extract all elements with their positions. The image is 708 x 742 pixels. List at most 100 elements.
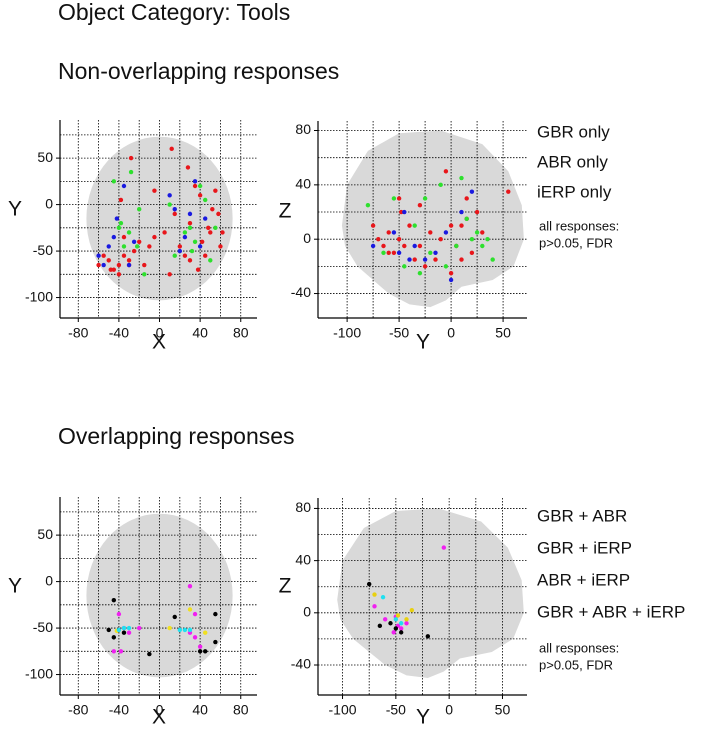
x-tick-label: 40 (192, 325, 208, 341)
data-point (412, 243, 417, 249)
data-point (108, 267, 113, 272)
data-point (187, 584, 193, 589)
x-tick-label: 50 (495, 325, 511, 341)
y-tick-label: 80 (295, 121, 311, 137)
data-point (126, 630, 132, 635)
data-point (438, 182, 443, 188)
data-point (106, 627, 111, 633)
data-point (216, 211, 221, 217)
data-point (152, 234, 157, 240)
data-point (370, 223, 376, 228)
data-point (365, 203, 371, 208)
data-point (474, 230, 480, 235)
x-axis-label: Y (416, 331, 430, 354)
data-point (220, 230, 225, 235)
data-point (376, 237, 381, 242)
data-point (111, 179, 117, 184)
y-tick-label: -50 (33, 619, 53, 635)
data-point (126, 262, 132, 268)
x-tick-label: 80 (233, 702, 249, 718)
data-point (128, 169, 134, 175)
data-point (210, 207, 215, 212)
data-point (187, 627, 193, 633)
data-point (372, 604, 377, 609)
annotation: p>0.05, FDR (539, 657, 613, 672)
data-point (425, 634, 431, 639)
data-point (469, 237, 475, 242)
data-point (386, 250, 391, 255)
data-point (111, 649, 117, 654)
y-tick-label: -50 (33, 242, 53, 258)
data-point (96, 253, 101, 258)
x-tick-label: 0 (445, 702, 453, 718)
data-point (464, 196, 469, 201)
data-point (377, 623, 383, 629)
legend-entry: GBR + ABR (537, 506, 627, 525)
data-point (366, 581, 372, 587)
data-point (101, 262, 106, 268)
data-point (169, 146, 174, 152)
data-point (396, 237, 402, 242)
x-tick-label: -100 (329, 702, 357, 718)
data-point (417, 270, 423, 276)
data-point (118, 220, 124, 226)
x-tick-label: -40 (109, 325, 129, 341)
data-point (111, 267, 117, 272)
brain-silhouette (337, 508, 524, 679)
data-point (443, 264, 449, 269)
data-point (396, 250, 402, 255)
data-point (197, 193, 203, 198)
data-point (121, 244, 127, 249)
annotation: all responses: (539, 640, 619, 655)
data-point (106, 244, 111, 249)
data-point (177, 627, 183, 633)
data-point (187, 220, 193, 226)
data-point (182, 253, 188, 258)
data-point (391, 196, 397, 201)
brain-silhouette (86, 513, 233, 678)
data-point (106, 258, 111, 263)
data-point (111, 234, 117, 240)
data-point (197, 244, 203, 249)
data-point (213, 225, 218, 231)
data-point (448, 223, 454, 228)
y-tick-label: 40 (295, 551, 311, 567)
x-tick-label: 0 (447, 325, 455, 341)
data-point (370, 243, 376, 249)
data-point (192, 239, 198, 244)
data-point (407, 257, 412, 262)
data-point (506, 189, 511, 194)
data-point (177, 248, 183, 254)
data-point (187, 258, 193, 263)
x-tick-label: 40 (192, 702, 208, 718)
data-point (116, 262, 122, 268)
data-point (187, 225, 193, 231)
x-tick-label: 0 (156, 702, 164, 718)
y-axis-label: Y (8, 198, 22, 221)
data-point (147, 244, 152, 249)
y-axis-label: Y (8, 575, 22, 598)
data-point (208, 258, 213, 263)
data-point (121, 234, 127, 240)
data-point (485, 237, 490, 242)
data-point (152, 188, 157, 193)
data-point (422, 196, 428, 201)
y-tick-label: 80 (295, 499, 311, 515)
data-point (480, 243, 485, 249)
y-tick-label: 0 (303, 230, 311, 246)
data-point (203, 649, 208, 654)
y-axis-label: Z (279, 575, 292, 598)
data-point (490, 257, 495, 262)
annotation: p>0.05, FDR (539, 235, 613, 250)
data-point (199, 239, 205, 244)
data-point (398, 630, 404, 635)
y-tick-label: -40 (291, 284, 311, 300)
y-tick-label: 0 (45, 572, 53, 588)
data-point (172, 207, 177, 212)
section-heading: Overlapping responses (58, 423, 295, 449)
legend-entry: ABR only (537, 152, 608, 171)
data-point (185, 165, 191, 170)
data-point (402, 264, 407, 269)
data-point (116, 272, 122, 277)
